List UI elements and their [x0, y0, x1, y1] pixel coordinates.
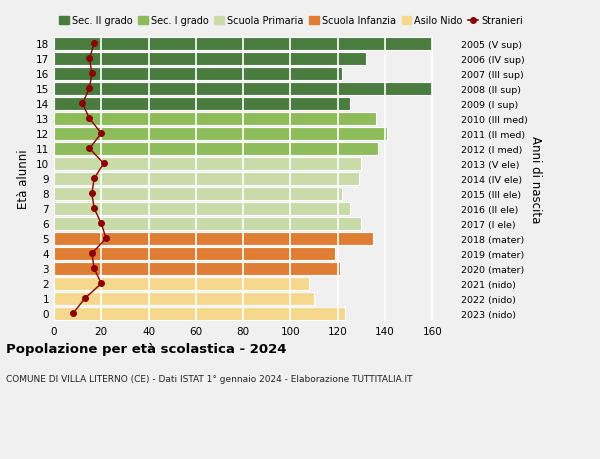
- Text: Popolazione per età scolastica - 2024: Popolazione per età scolastica - 2024: [6, 342, 287, 355]
- Bar: [54, 292, 314, 305]
- Bar: [54, 233, 373, 245]
- Bar: [54, 113, 376, 125]
- Bar: [54, 173, 359, 185]
- Bar: [54, 188, 343, 200]
- Bar: [54, 218, 361, 230]
- Bar: [54, 263, 340, 275]
- Bar: [54, 278, 310, 290]
- Legend: Sec. II grado, Sec. I grado, Scuola Primaria, Scuola Infanzia, Asilo Nido, Stran: Sec. II grado, Sec. I grado, Scuola Prim…: [59, 16, 523, 26]
- Bar: [54, 202, 350, 215]
- Bar: [54, 143, 378, 156]
- Bar: [54, 157, 361, 170]
- Bar: [54, 38, 433, 50]
- Bar: [54, 83, 433, 95]
- Bar: [54, 128, 388, 140]
- Bar: [54, 308, 345, 320]
- Y-axis label: Anni di nascita: Anni di nascita: [529, 135, 542, 223]
- Bar: [54, 68, 343, 80]
- Y-axis label: Età alunni: Età alunni: [17, 149, 31, 209]
- Bar: [54, 53, 366, 66]
- Bar: [54, 247, 335, 260]
- Text: COMUNE DI VILLA LITERNO (CE) - Dati ISTAT 1° gennaio 2024 - Elaborazione TUTTITA: COMUNE DI VILLA LITERNO (CE) - Dati ISTA…: [6, 374, 413, 383]
- Bar: [54, 98, 350, 111]
